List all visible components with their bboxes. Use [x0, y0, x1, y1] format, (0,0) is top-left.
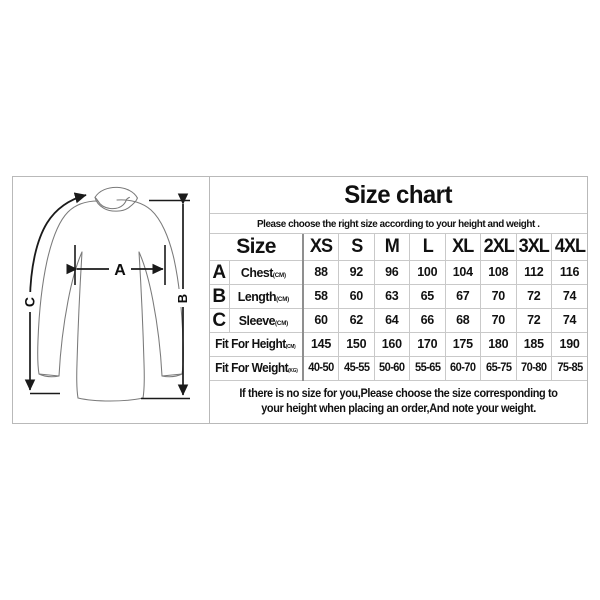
cell-height-2xl: 180 [480, 332, 517, 357]
row-unit-chest: (CM) [272, 271, 286, 279]
cell-weight-xs: 40-50 [302, 356, 339, 381]
footer-line-1: If there is no size for you,Please choos… [239, 387, 558, 400]
table-header-row: Size XS S M L XL 2XL 3XL 4XL [210, 234, 587, 261]
chart-footer-note: If there is no size for you,Please choos… [210, 381, 587, 424]
cell-height-4xl: 190 [551, 332, 588, 357]
cell-height-l: 170 [409, 332, 446, 357]
header-size-label: Size [210, 234, 304, 261]
header-size-3xl: 3XL [516, 234, 552, 261]
cell-chest-l: 100 [409, 260, 446, 285]
cell-height-xs: 145 [302, 332, 339, 357]
measurement-a-chest: A [66, 245, 166, 285]
header-size-2xl: 2XL [481, 234, 516, 261]
measurement-b-length: B [141, 193, 191, 400]
cell-weight-l: 55-65 [410, 356, 445, 381]
cell-chest-m: 96 [374, 260, 410, 285]
shirt-diagram-svg: A B C [22, 186, 191, 402]
cell-chest-xs: 88 [302, 260, 339, 285]
cell-weight-4xl: 75-85 [552, 356, 587, 381]
cell-weight-3xl: 70-80 [516, 356, 552, 381]
table-row: Fit For Height(CM) 145 150 160 170 175 1… [210, 332, 588, 357]
cell-sleeve-xl: 68 [445, 308, 481, 333]
row-marker-a: A [210, 260, 230, 285]
cell-length-xs: 58 [302, 284, 339, 309]
table-row: A Chest(CM) 88 92 96 100 104 108 112 116 [210, 260, 588, 285]
row-label-fit-height-text: Fit For Height [215, 337, 286, 351]
cell-chest-2xl: 108 [480, 260, 517, 285]
cell-sleeve-s: 62 [338, 308, 375, 333]
garment-diagram-panel: A B C [13, 177, 210, 423]
table-row: C Sleeve(CM) 60 62 64 66 68 70 72 74 [210, 308, 588, 333]
row-label-sleeve: Sleeve(CM) [230, 308, 302, 333]
cell-weight-m: 50-60 [374, 356, 410, 381]
cell-length-4xl: 74 [551, 284, 588, 309]
row-label-chest-text: Chest [240, 264, 273, 280]
row-label-fit-weight: Fit For Weight(KG) [212, 356, 302, 381]
row-label-fit-weight-text: Fit For Weight [215, 361, 289, 375]
table-row: Fit For Weight(KG) 40-50 45-55 50-60 55-… [210, 356, 587, 381]
header-size-xl: XL [445, 234, 481, 261]
page-title: Size chart [344, 180, 453, 209]
chart-subtitle-row: Please choose the right size according t… [210, 214, 588, 234]
cell-length-m: 63 [374, 284, 410, 309]
shirt-outline [37, 186, 184, 402]
cell-sleeve-xs: 60 [302, 308, 339, 333]
header-size-s: S [339, 234, 374, 261]
row-marker-b: B [210, 284, 230, 309]
row-unit-fit-height: (CM) [285, 344, 296, 350]
chart-title-row: Size chart [210, 177, 588, 214]
row-unit-sleeve: (CM) [275, 319, 289, 327]
cell-sleeve-l: 66 [409, 308, 446, 333]
cell-length-3xl: 72 [516, 284, 552, 309]
cell-length-xl: 67 [445, 284, 481, 309]
row-unit-fit-weight: (KG) [288, 368, 298, 374]
row-unit-length: (CM) [276, 295, 290, 303]
cell-sleeve-m: 64 [374, 308, 410, 333]
cell-chest-xl: 104 [445, 260, 481, 285]
measurement-c-sleeve: C [22, 192, 87, 395]
row-label-fit-height: Fit For Height(CM) [212, 332, 302, 357]
cell-sleeve-2xl: 70 [480, 308, 517, 333]
cell-chest-4xl: 116 [551, 260, 588, 285]
size-table-panel: Size chart Please choose the right size … [210, 177, 588, 424]
marker-a-label: A [114, 262, 126, 279]
cell-weight-s: 45-55 [339, 356, 374, 381]
header-size-4xl: 4XL [552, 234, 587, 261]
cell-sleeve-3xl: 72 [516, 308, 552, 333]
header-size-m: M [374, 234, 410, 261]
size-table: Size XS S M L XL 2XL 3XL 4XL A Chest(CM)… [210, 234, 588, 381]
size-chart: A B C Size chart [12, 176, 588, 424]
cell-length-l: 65 [409, 284, 446, 309]
cell-chest-3xl: 112 [516, 260, 552, 285]
cell-length-2xl: 70 [480, 284, 517, 309]
marker-c-label: C [22, 297, 38, 307]
cell-sleeve-4xl: 74 [551, 308, 588, 333]
marker-b-label: B [175, 294, 190, 303]
cell-length-s: 60 [338, 284, 375, 309]
cell-weight-xl: 60-70 [445, 356, 481, 381]
row-label-chest: Chest(CM) [230, 260, 302, 285]
cell-height-s: 150 [338, 332, 375, 357]
chart-subtitle: Please choose the right size according t… [257, 217, 540, 230]
cell-height-xl: 175 [445, 332, 481, 357]
footer-line-2: your height when placing an order,And no… [261, 402, 536, 415]
row-label-length-text: Length [237, 288, 277, 304]
table-row: B Length(CM) 58 60 63 65 67 70 72 74 [210, 284, 588, 309]
cell-height-3xl: 185 [516, 332, 552, 357]
row-marker-c: C [210, 308, 230, 333]
cell-weight-2xl: 65-75 [481, 356, 516, 381]
row-label-length: Length(CM) [230, 284, 302, 309]
header-size-xs: XS [302, 234, 339, 261]
header-size-l: L [410, 234, 445, 261]
cell-height-m: 160 [374, 332, 410, 357]
cell-chest-s: 92 [338, 260, 375, 285]
row-label-sleeve-text: Sleeve [238, 312, 276, 328]
